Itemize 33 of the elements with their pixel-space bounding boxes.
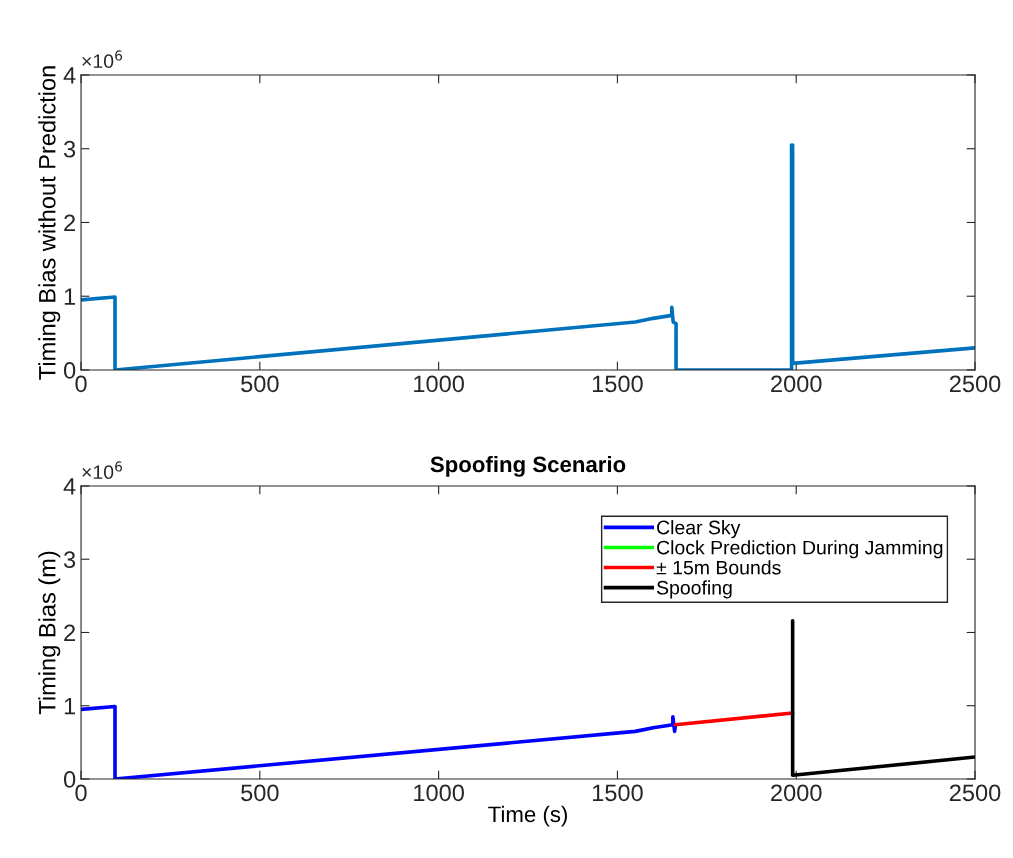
y-tick-label: 4 [63,67,76,84]
x-tick-label: 2000 [771,375,822,393]
x-tick-label: 0 [75,375,87,393]
x-tick-label: 0 [75,784,87,802]
text: ×10$^{6}$ [82,50,123,69]
x-tick-label: 2000 [771,784,822,802]
legend-label: Clock Prediction During Jamming [657,540,943,559]
x-tick-label: 1000 [414,784,464,802]
x-tick-label: 1500 [592,784,643,802]
x-tick-label: 1000 [414,375,464,393]
legend-label: Spoofing [656,580,732,599]
y-tick-label: 0 [63,362,76,379]
y-tick-label: 2 [64,624,75,642]
x-axis-title: Time (s) [488,805,567,827]
legend-label: Clear Sky [657,520,741,539]
y-tick-label: 0 [63,771,76,788]
x-tick-label: 500 [241,784,279,802]
y-tick-label: 3 [63,551,76,569]
text: ×10$^{6}$ [82,461,123,480]
y-axis-title: Timing Bias (m) [38,551,61,715]
line-series [81,704,678,779]
x-tick-label: 500 [241,375,279,393]
chart-title: Spoofing Scenario [430,455,626,477]
y-tick-label: 1 [64,698,76,715]
y-tick-label: 3 [63,140,76,158]
legend-label: ± 15m Bounds [656,560,781,575]
x-tick-label: 2500 [949,375,1001,393]
y-tick-label: 1 [64,288,76,305]
x-tick-label: 1500 [592,375,643,393]
y-tick-label: 4 [63,478,76,495]
y-axis-title: Timing Bias without Prediction [38,66,61,380]
y-tick-label: 2 [64,214,75,232]
x-tick-label: 2500 [949,784,1001,802]
